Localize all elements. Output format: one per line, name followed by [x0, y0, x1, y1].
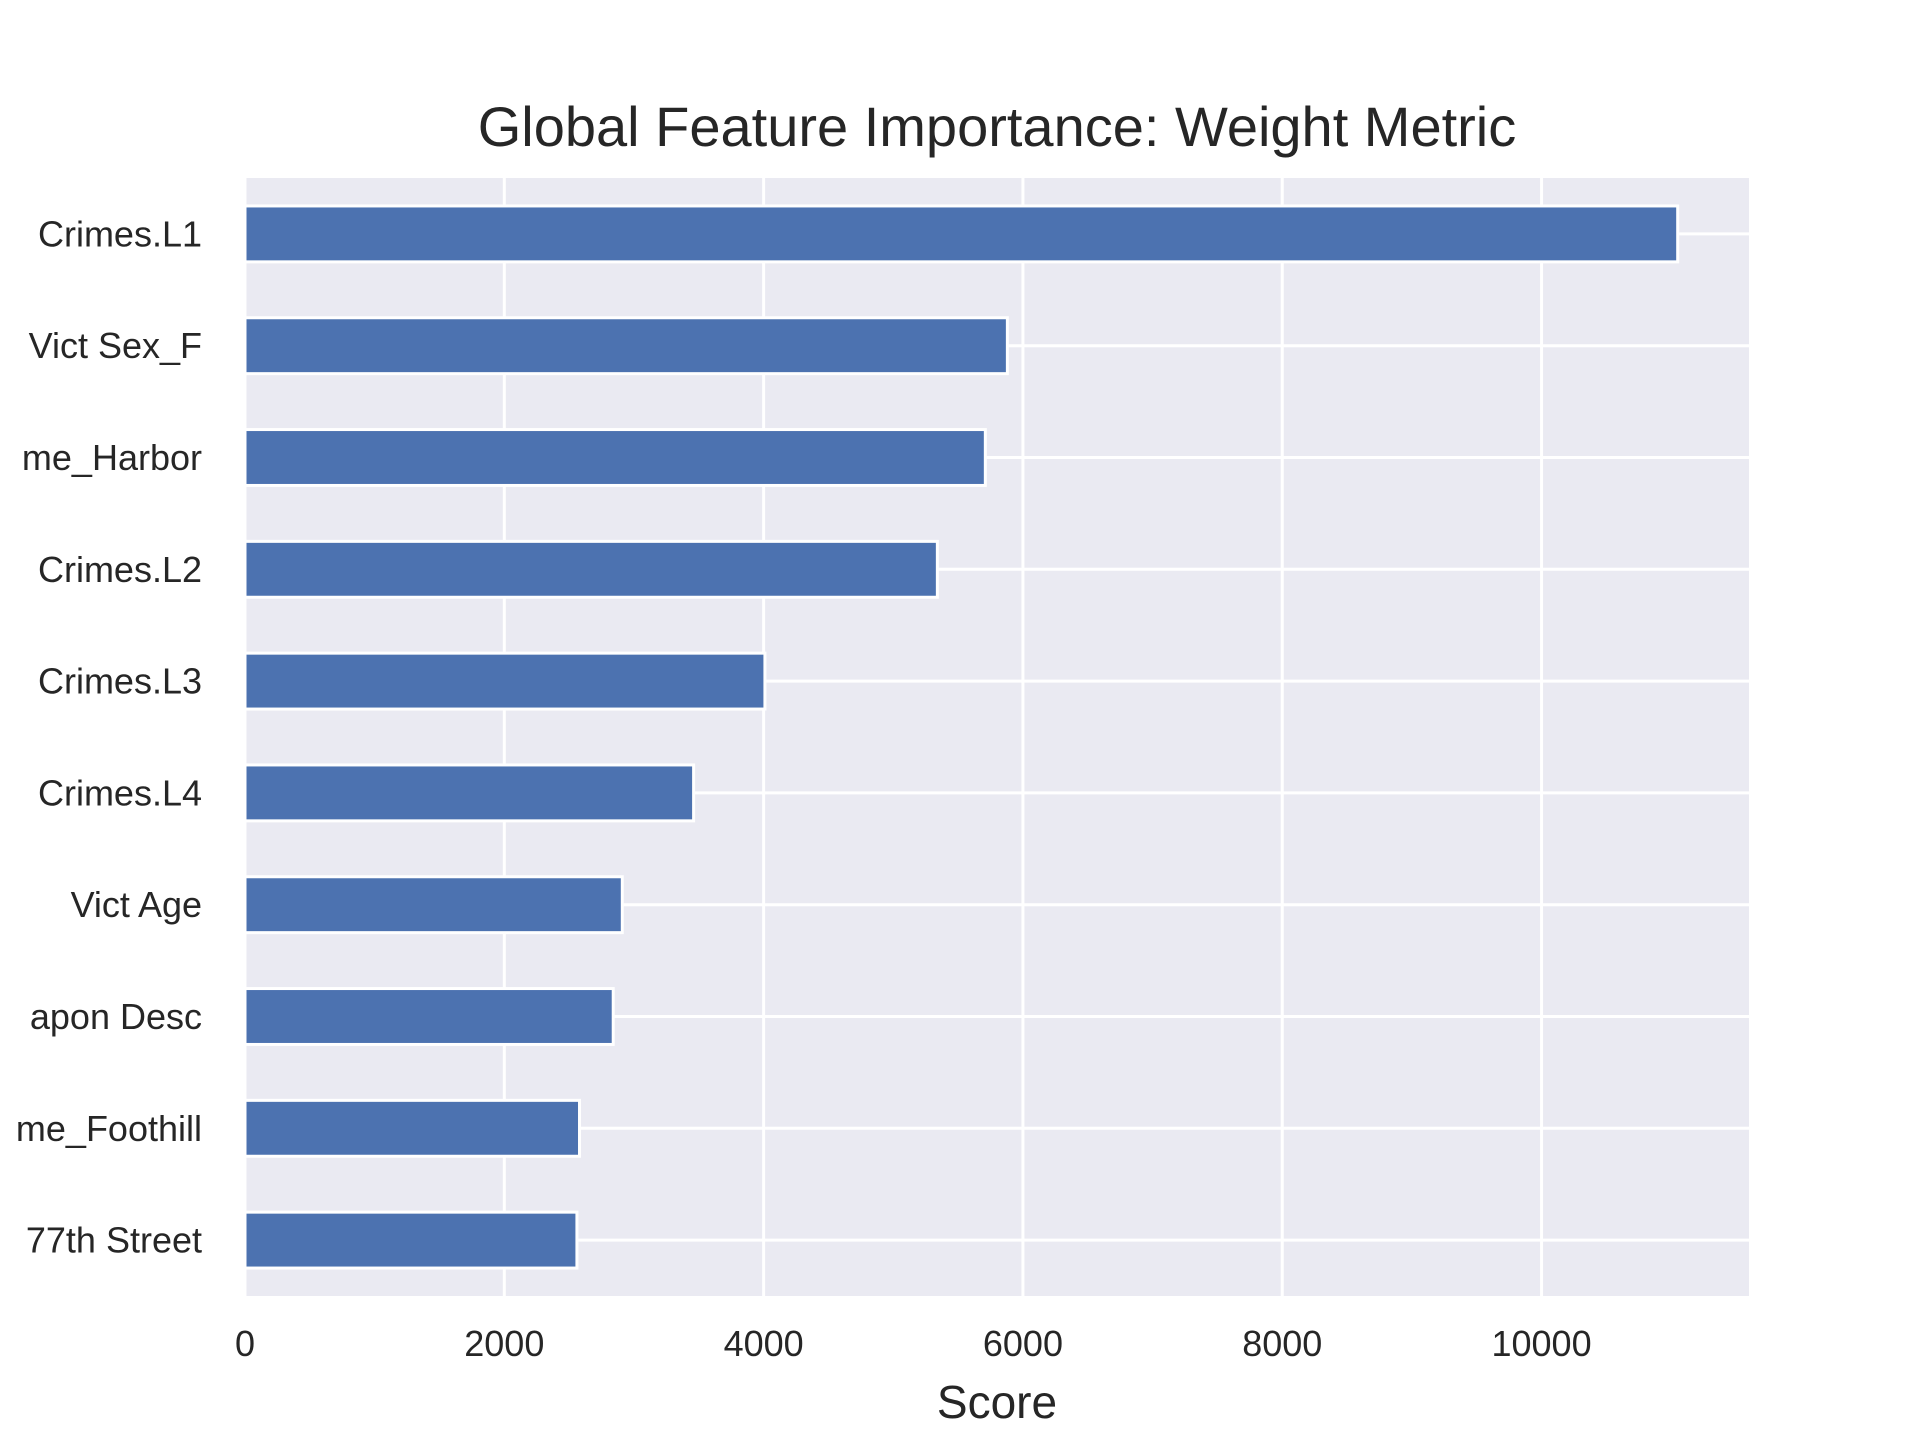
- bar-5: [243, 763, 696, 823]
- y-tick-label-7: apon Desc: [30, 996, 202, 1037]
- bar-6: [243, 875, 624, 935]
- bar-3: [243, 539, 939, 599]
- bar-1: [243, 316, 1009, 376]
- x-tick-label-4: 8000: [1242, 1323, 1322, 1364]
- x-tick-labels: 0 2000 4000 6000 8000 10000: [235, 1323, 1592, 1364]
- bar-2: [243, 428, 987, 487]
- bar-9: [243, 1210, 579, 1270]
- bar-7: [243, 987, 615, 1046]
- x-tick-label-1: 2000: [464, 1323, 544, 1364]
- x-axis-label: Score: [937, 1376, 1057, 1428]
- y-tick-label-2: me_Harbor: [22, 437, 202, 478]
- bar-layer: [243, 204, 1680, 1270]
- bar-4: [243, 651, 767, 711]
- y-tick-labels: Crimes.L1 Vict Sex_F me_Harbor Crimes.L2 Cri…: [16, 213, 202, 1260]
- x-tick-label-2: 4000: [724, 1323, 804, 1364]
- y-tick-label-1: Vict Sex_F: [29, 325, 202, 366]
- y-tick-label-5: Crimes.L4: [38, 772, 202, 813]
- y-tick-label-6: Vict Age: [71, 884, 202, 925]
- y-tick-label-3: Crimes.L2: [38, 549, 202, 590]
- chart-title: Global Feature Importance: Weight Metric: [478, 95, 1517, 158]
- y-tick-label-9: 77th Street: [26, 1220, 202, 1261]
- y-tick-label-4: Crimes.L3: [38, 661, 202, 702]
- y-tick-label-8: me_Foothill: [16, 1108, 202, 1149]
- y-tick-label-0: Crimes.L1: [38, 213, 202, 254]
- x-tick-label-0: 0: [235, 1323, 255, 1364]
- bar-8: [243, 1098, 582, 1158]
- x-tick-label-3: 6000: [983, 1323, 1063, 1364]
- bar-0: [243, 204, 1680, 264]
- x-tick-label-5: 10000: [1491, 1323, 1591, 1364]
